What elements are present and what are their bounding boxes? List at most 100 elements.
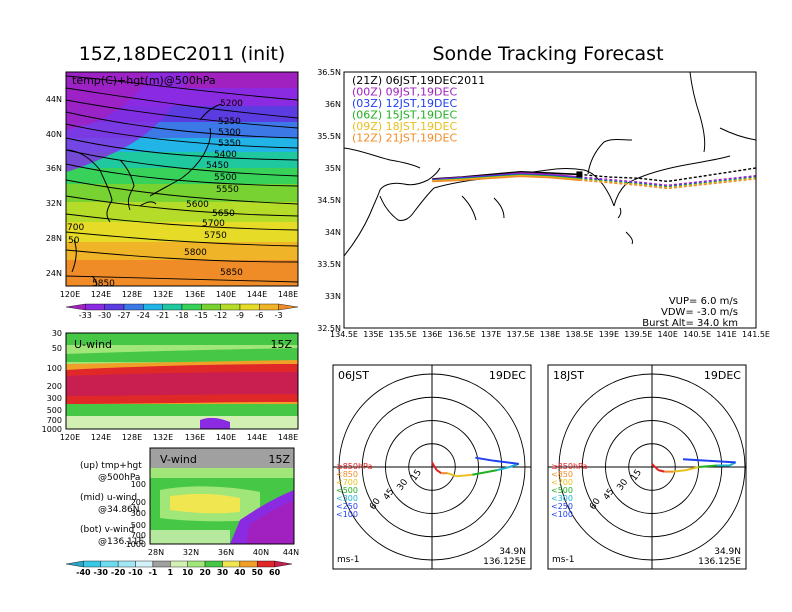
v-y-tick: 700 [131,531,146,540]
tracking-coastlines [344,72,756,257]
contour-label: 5750 [204,231,227,241]
note-mid-head: (mid) u-wind [80,493,137,503]
tracking-background [344,72,756,328]
hodograph-segment [657,469,665,473]
hodograph-segment [436,469,442,475]
track-x-tick: 139E [599,330,619,339]
wind-colorbar-swatch [274,560,293,568]
left-title: 15Z,18DEC2011 (init) [79,43,286,65]
panel-notes: (up) tmp+hgt @500hPa (mid) u-wind @34.86… [80,461,144,547]
v-x-tick: 28N [148,548,164,557]
colorbar-swatch [104,303,125,311]
hodograph-time: 18JST [553,369,584,382]
hodograph-time: 06JST [338,369,369,382]
track-y-tick: 35.5N [317,132,341,141]
hodograph-level: ≥850hPa [551,462,588,471]
v-y-tick: 100 [131,480,146,489]
burst-annotation: Burst Alt= 34.0 km [642,318,738,329]
colorbar-tick: -30 [98,311,111,320]
vup-annotation: VUP= 6.0 m/s [669,296,738,307]
temperature-colorbar: -33 -30 -27 -24 -21 -18 -15 -12 -9 -6 -3 [65,303,299,320]
u-x-tick: 144E [247,433,267,442]
right-title: Sonde Tracking Forecast [432,43,663,65]
colorbar-swatch [65,303,86,311]
legend-entry: (06Z) 15JST,19DEC [352,109,457,122]
colorbar-swatch [278,303,299,311]
v-wind-frame [149,447,295,545]
map-x-tick: 120E [60,290,80,299]
track-x-tick: 140E [658,330,678,339]
map-x-tick: 144E [247,290,267,299]
map-x-tick: 140E [216,290,236,299]
map-x-tick: 124E [91,290,111,299]
hodograph-unit: ms-1 [337,555,359,565]
contour-label: 700 [67,223,84,233]
colorbar-tick: -9 [236,311,244,320]
hodograph-level: <850 [336,470,358,479]
track-y-tick: 34.5N [317,196,341,205]
hodograph-segment [472,469,498,476]
u-x-tick: 148E [278,433,298,442]
contour-label: 5200 [220,99,243,109]
contour-label: 5850 [220,268,243,278]
colorbar-swatch [123,303,144,311]
wind-colorbar-swatch [65,560,84,568]
tracking-annotations: VUP= 6.0 m/s VDW= -3.0 m/s Burst Alt= 34… [642,296,738,329]
map-panel-label: temp(C)+hgt(m)@500hPa [72,74,216,87]
contour-label: 5500 [214,173,237,183]
contour-label: 5300 [218,128,241,138]
map-x-tick: 132E [153,290,173,299]
contour-label: 5800 [184,248,207,258]
colorbar-tick: -27 [117,311,130,320]
track-x-tick: 141.5E [742,330,770,339]
hodograph-lon: 136.125E [698,557,741,567]
colorbar-tick: -18 [175,311,188,320]
map-y-tick: 36N [46,164,62,173]
colorbar-tick: -21 [156,311,169,320]
track-y-tick: 36.5N [317,68,341,77]
wind-colorbar-tick: 1 [168,568,174,577]
u-x-tick: 140E [216,433,236,442]
hodograph-level: <300 [551,494,573,503]
track-line-dashed [579,176,756,188]
hodograph-segment [651,463,659,471]
wind-colorbar-swatch [117,560,136,568]
legend-entry: (00Z) 09JST,19DEC [352,86,457,99]
map-y-ticks: 44N 40N 36N 32N 28N 24N [46,95,62,278]
track-y-tick: 33N [325,292,341,301]
map-x-tick: 136E [185,290,205,299]
contour-label: 5700 [202,219,225,229]
contour-label: 5350 [218,139,241,149]
track-lines [432,167,756,190]
colorbar-swatch [201,303,221,311]
hodograph-level: <300 [336,494,358,503]
wind-colorbar-tick: 30 [217,568,229,577]
contour-label: 5250 [218,117,241,127]
burst-marker [576,171,583,178]
hodograph-segment [698,464,718,468]
wind-colorbar: -40 -30 -20 -10 -1 1 10 20 30 40 50 60 [65,560,293,577]
track-x-tick: 135.5E [389,330,417,339]
v-x-tick: 32N [183,548,199,557]
wind-colorbar-tick: -30 [94,568,109,577]
track-y-tick: 33.5N [317,260,341,269]
v-y-tick: 1000 [126,540,146,549]
u-y-tick: 300 [47,394,62,403]
track-y-tick: 34N [325,228,341,237]
hodograph-level: <100 [336,510,358,519]
hodograph-segment [456,473,473,478]
u-y-tick: 200 [47,382,62,391]
wind-colorbar-tick: 10 [182,568,194,577]
hodograph-segment [685,466,699,472]
track-line-solid [432,175,580,183]
legend-entry: (21Z) 06JST,19DEC2011 [352,74,485,87]
v-wind-x-ticks: 28N 32N 36N 40N 44N [148,548,299,557]
colorbar-tick: -12 [214,311,227,320]
hodograph-segment [431,461,438,471]
wind-colorbar-swatch [135,560,154,568]
map-y-tick: 32N [46,199,62,208]
contour-label: 5600 [186,200,209,210]
hodograph-segment [493,459,519,465]
